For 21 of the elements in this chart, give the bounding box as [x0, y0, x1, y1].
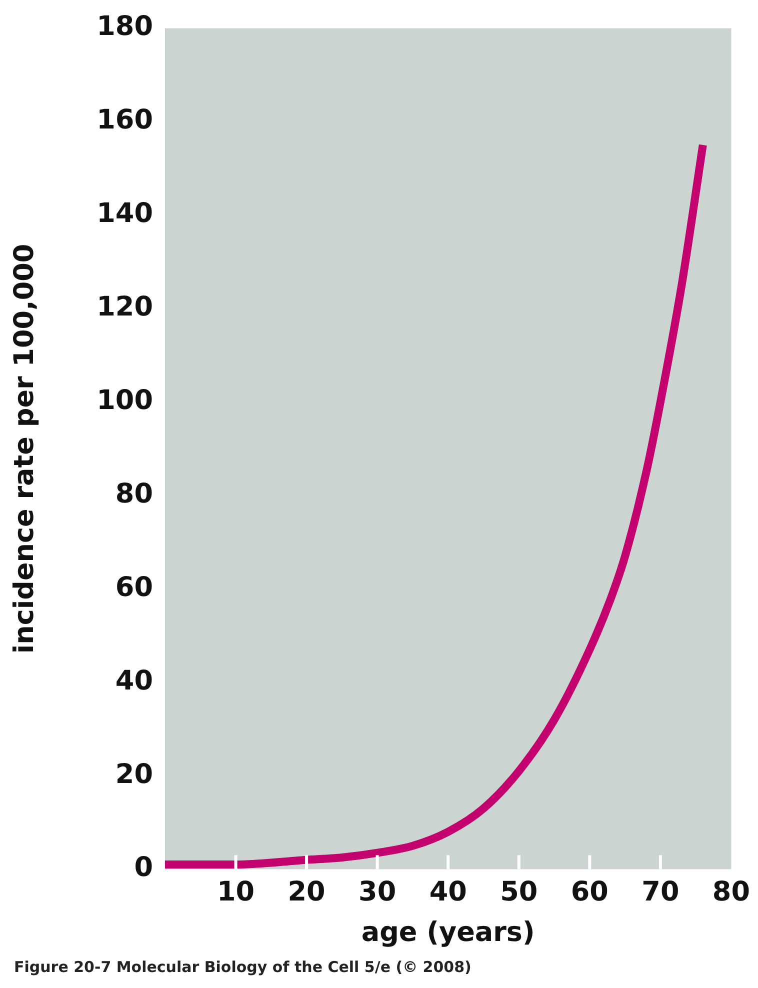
y-tick-label: 60 — [115, 572, 153, 603]
y-tick-label: 80 — [115, 478, 153, 510]
x-tick-label: 20 — [288, 876, 326, 908]
x-tick-label: 40 — [429, 876, 467, 908]
x-tick-label: 10 — [216, 876, 255, 908]
y-tick-label: 120 — [96, 292, 153, 323]
y-tick-label: 140 — [96, 198, 153, 230]
y-tick-label: 160 — [96, 104, 153, 136]
x-tick-label: 30 — [358, 876, 396, 908]
x-tick-label: 80 — [712, 876, 750, 908]
y-tick-label: 0 — [134, 852, 153, 884]
x-axis-title: age (years) — [361, 916, 535, 948]
y-tick-label: 100 — [96, 384, 153, 416]
x-tick-label: 70 — [642, 876, 680, 908]
y-tick-label: 20 — [115, 758, 153, 790]
y-tick-label: 180 — [96, 11, 153, 42]
x-tick-label: 60 — [570, 876, 608, 908]
y-tick-label: 40 — [115, 665, 153, 696]
y-axis-title: incidence rate per 100,000 — [9, 244, 40, 654]
caption: Figure 20-7 Molecular Biology of the Cell 5/e (© 2008) — [14, 958, 472, 976]
x-tick-label: 50 — [500, 876, 538, 908]
